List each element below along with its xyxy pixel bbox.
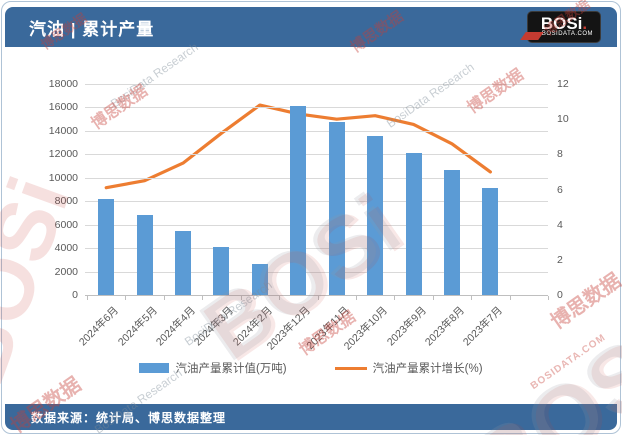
y-axis-right-tick-label: 12 xyxy=(557,78,569,90)
bar-2024年2月 xyxy=(251,263,268,295)
x-axis-tick xyxy=(202,296,204,300)
gridline xyxy=(85,154,548,156)
y-axis-right-tick-label: 4 xyxy=(557,218,563,231)
line-series-swatch-icon xyxy=(334,366,367,370)
x-axis-tick xyxy=(125,296,127,300)
chart-legend: 汽油产量累计值(万吨) 汽油产量累计增长(%) xyxy=(0,360,622,376)
bar-2023年12月 xyxy=(290,106,307,295)
bar-2023年9月 xyxy=(405,152,422,295)
legend-item-bar: 汽油产量累计值(万吨) xyxy=(139,360,287,376)
y-axis-left-tick-label: 10000 xyxy=(48,171,78,184)
x-axis-tick xyxy=(471,296,473,300)
bar-2023年10月 xyxy=(367,136,384,295)
y-axis-left-tick-label: 16000 xyxy=(48,101,78,114)
gridline xyxy=(85,130,548,132)
data-source-text: 数据来源：统计局、博思数据整理 xyxy=(31,410,227,425)
legend-label-bar: 汽油产量累计值(万吨) xyxy=(175,363,287,375)
x-axis-tick xyxy=(317,296,319,300)
y-axis-right-tick-label: 6 xyxy=(557,183,563,196)
x-axis-tick xyxy=(548,296,549,300)
bar-2024年5月 xyxy=(136,214,153,295)
bar-2023年8月 xyxy=(443,170,460,295)
gridline xyxy=(85,271,548,273)
bar-2023年7月 xyxy=(482,188,499,295)
x-axis-line xyxy=(85,295,548,296)
bar-2024年4月 xyxy=(175,230,192,295)
x-axis-tick xyxy=(240,296,242,300)
legend-label-line: 汽油产量累计增长(%) xyxy=(372,363,483,375)
y-axis-left-tick-label: 18000 xyxy=(48,78,78,90)
gridline xyxy=(85,224,548,226)
footer: 数据来源：统计局、博思数据整理 xyxy=(5,404,617,430)
y-axis-left-tick-label: 4000 xyxy=(54,242,78,255)
y-axis-left-tick-label: 8000 xyxy=(54,195,78,208)
legend-item-line: 汽油产量累计增长(%) xyxy=(334,360,483,376)
y-axis-right-tick-label: 0 xyxy=(557,289,563,301)
bosi-logo-red-slash-icon xyxy=(520,32,544,40)
y-axis-left-tick-label: 0 xyxy=(72,289,78,301)
x-axis-tick xyxy=(279,296,281,300)
bar-series-swatch-icon xyxy=(139,363,170,373)
x-axis-tick xyxy=(355,296,357,300)
y-axis-right-tick-label: 10 xyxy=(557,113,569,126)
x-axis-tick xyxy=(87,296,88,300)
y-axis-right-tick-label: 8 xyxy=(557,148,563,161)
bar-2024年6月 xyxy=(98,198,115,295)
y-axis-left-tick-label: 2000 xyxy=(54,265,78,278)
x-axis-tick xyxy=(509,296,511,300)
bar-2023年11月 xyxy=(328,121,345,295)
y-axis-left-tick-label: 6000 xyxy=(54,218,78,231)
gridline xyxy=(85,201,548,203)
gridline xyxy=(85,84,548,85)
gridline xyxy=(85,107,548,109)
page-title: 汽油 | 累计产量 xyxy=(29,19,155,39)
x-axis-tick xyxy=(163,296,165,300)
bosi-logo-subtext: BOSIDATA.COM xyxy=(541,31,593,37)
y-axis-left-tick-label: 14000 xyxy=(48,124,78,137)
y-axis-right-tick-label: 2 xyxy=(557,253,563,266)
bosi-logo-text: BOSi. xyxy=(540,14,588,33)
bar-2024年3月 xyxy=(213,246,230,295)
x-axis-tick xyxy=(394,296,396,300)
bosi-logo: BOSi. BOSIDATA.COM xyxy=(520,11,601,43)
gridline xyxy=(85,177,548,179)
y-axis-left-tick-label: 12000 xyxy=(48,148,78,161)
header: 汽油 | 累计产量 BOSi. BOSIDATA.COM xyxy=(5,7,617,47)
x-axis-tick xyxy=(432,296,434,300)
gridline xyxy=(85,248,548,250)
